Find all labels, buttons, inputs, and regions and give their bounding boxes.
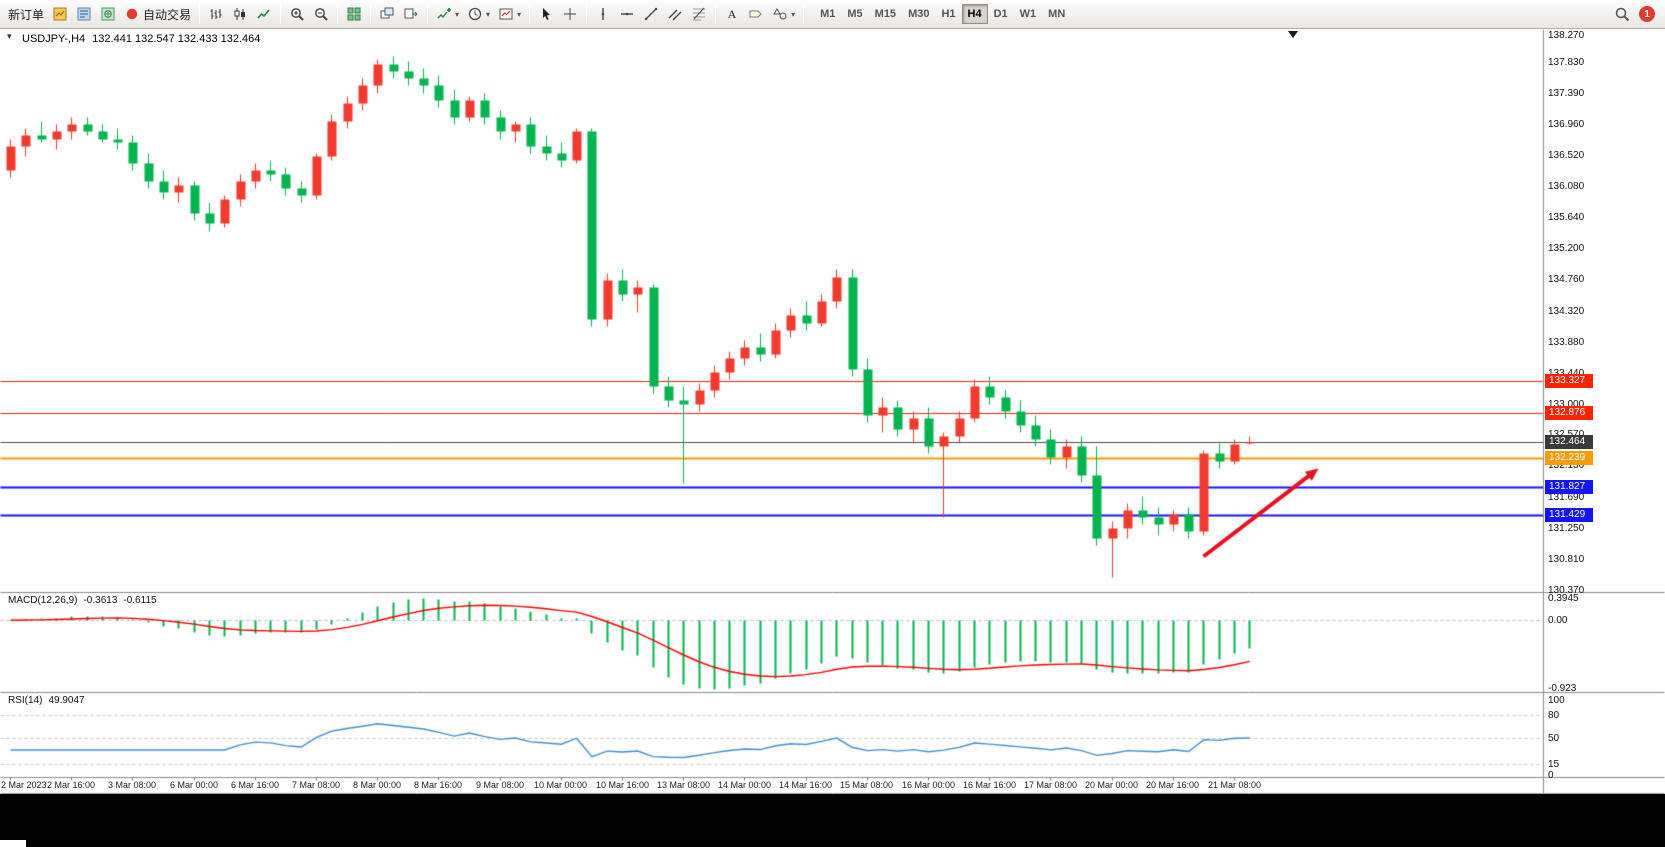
toolbar-right: 1 <box>1614 6 1661 22</box>
new-order-button-label: 新订单 <box>8 7 45 22</box>
autotrading-icon <box>124 6 140 22</box>
horizontal-line-button[interactable] <box>615 2 639 26</box>
timeframe-h4-button[interactable]: H4 <box>961 4 988 24</box>
timeframe-m1-button[interactable]: M1 <box>814 4 841 24</box>
label-icon <box>748 6 764 22</box>
cascade-windows-icon <box>379 6 395 22</box>
cursor-button[interactable] <box>534 2 558 26</box>
market-watch-button[interactable] <box>48 2 72 26</box>
shapes-icon <box>772 6 788 22</box>
main-toolbar: 新订单 自动交易 ▾ ▾ ▾ A ▾ M1 M5 M15 M30 H1 H4 D1 W1 MN 1 <box>0 0 1665 29</box>
timeframe-h1-button[interactable]: H1 <box>935 4 961 24</box>
zoom-in-icon <box>289 6 305 22</box>
toolbar-separator <box>337 4 339 24</box>
crosshair-button[interactable] <box>558 2 582 26</box>
new-order-button[interactable]: 新订单 <box>4 2 48 26</box>
track-chart-button[interactable] <box>399 2 423 26</box>
candlestick-icon <box>232 6 248 22</box>
search-icon[interactable] <box>1614 6 1630 22</box>
timeframe-m15-button[interactable]: M15 <box>869 4 902 24</box>
tile-windows-icon <box>346 6 362 22</box>
chevron-down-icon: ▾ <box>455 9 460 19</box>
navigator-button[interactable] <box>96 2 120 26</box>
toolbar-separator <box>715 4 717 24</box>
autotrading-button-label: 自动交易 <box>143 7 192 22</box>
timeframe-toolbar: M1 M5 M15 M30 H1 H4 D1 W1 MN <box>814 4 1071 24</box>
timeframe-m5-button[interactable]: M5 <box>841 4 868 24</box>
line-chart-icon <box>256 6 272 22</box>
chevron-down-icon: ▾ <box>486 9 491 19</box>
timeframe-w1-button[interactable]: W1 <box>1014 4 1043 24</box>
crosshair-icon <box>562 6 578 22</box>
periods-button[interactable]: ▾ <box>463 2 494 26</box>
timeframe-mn-button[interactable]: MN <box>1042 4 1071 24</box>
templates-button[interactable]: ▾ <box>494 2 525 26</box>
toolbar-separator <box>586 4 588 24</box>
chevron-down-icon: ▾ <box>791 9 796 19</box>
data-window-icon <box>76 6 92 22</box>
text-button[interactable]: A <box>720 2 744 26</box>
text-icon: A <box>724 6 740 22</box>
svg-text:A: A <box>728 7 737 21</box>
bar-chart-icon <box>208 6 224 22</box>
vertical-line-button[interactable] <box>591 2 615 26</box>
timeframe-d1-button[interactable]: D1 <box>988 4 1014 24</box>
horizontal-line-icon <box>619 6 635 22</box>
label-button[interactable] <box>744 2 768 26</box>
zoom-out-button[interactable] <box>309 2 333 26</box>
data-window-button[interactable] <box>72 2 96 26</box>
fibonacci-icon <box>691 6 707 22</box>
cursor-icon <box>538 6 554 22</box>
line-chart-button[interactable] <box>252 2 276 26</box>
zoom-in-button[interactable] <box>285 2 309 26</box>
zoom-out-icon <box>313 6 329 22</box>
indicators-button[interactable]: ▾ <box>432 2 463 26</box>
toolbar-buttons: 新订单 自动交易 ▾ ▾ ▾ A ▾ <box>4 2 808 26</box>
bar-chart-button[interactable] <box>204 2 228 26</box>
candlestick-chart-button[interactable] <box>228 2 252 26</box>
periods-icon <box>467 6 483 22</box>
chevron-down-icon: ▾ <box>517 9 522 19</box>
tile-windows-button[interactable] <box>342 2 366 26</box>
toolbar-separator <box>529 4 531 24</box>
fibonacci-button[interactable] <box>687 2 711 26</box>
navigator-icon <box>100 6 116 22</box>
market-watch-icon <box>52 6 68 22</box>
taskbar-strip <box>0 794 1665 847</box>
notification-badge[interactable]: 1 <box>1639 6 1655 22</box>
timeframe-m30-button[interactable]: M30 <box>902 4 935 24</box>
indicators-icon <box>436 6 452 22</box>
track-chart-icon <box>403 6 419 22</box>
autotrading-button[interactable]: 自动交易 <box>120 2 195 26</box>
trendline-button[interactable] <box>639 2 663 26</box>
toolbar-separator <box>427 4 429 24</box>
trendline-icon <box>643 6 659 22</box>
channel-button[interactable] <box>663 2 687 26</box>
toolbar-separator <box>199 4 201 24</box>
templates-icon <box>498 6 514 22</box>
vertical-line-icon <box>595 6 611 22</box>
cascade-windows-button[interactable] <box>375 2 399 26</box>
toolbar-separator <box>280 4 282 24</box>
channel-icon <box>667 6 683 22</box>
toolbar-separator <box>370 4 372 24</box>
shapes-button[interactable]: ▾ <box>768 2 799 26</box>
toolbar-separator <box>803 4 805 24</box>
taskbar-corner <box>0 840 26 847</box>
